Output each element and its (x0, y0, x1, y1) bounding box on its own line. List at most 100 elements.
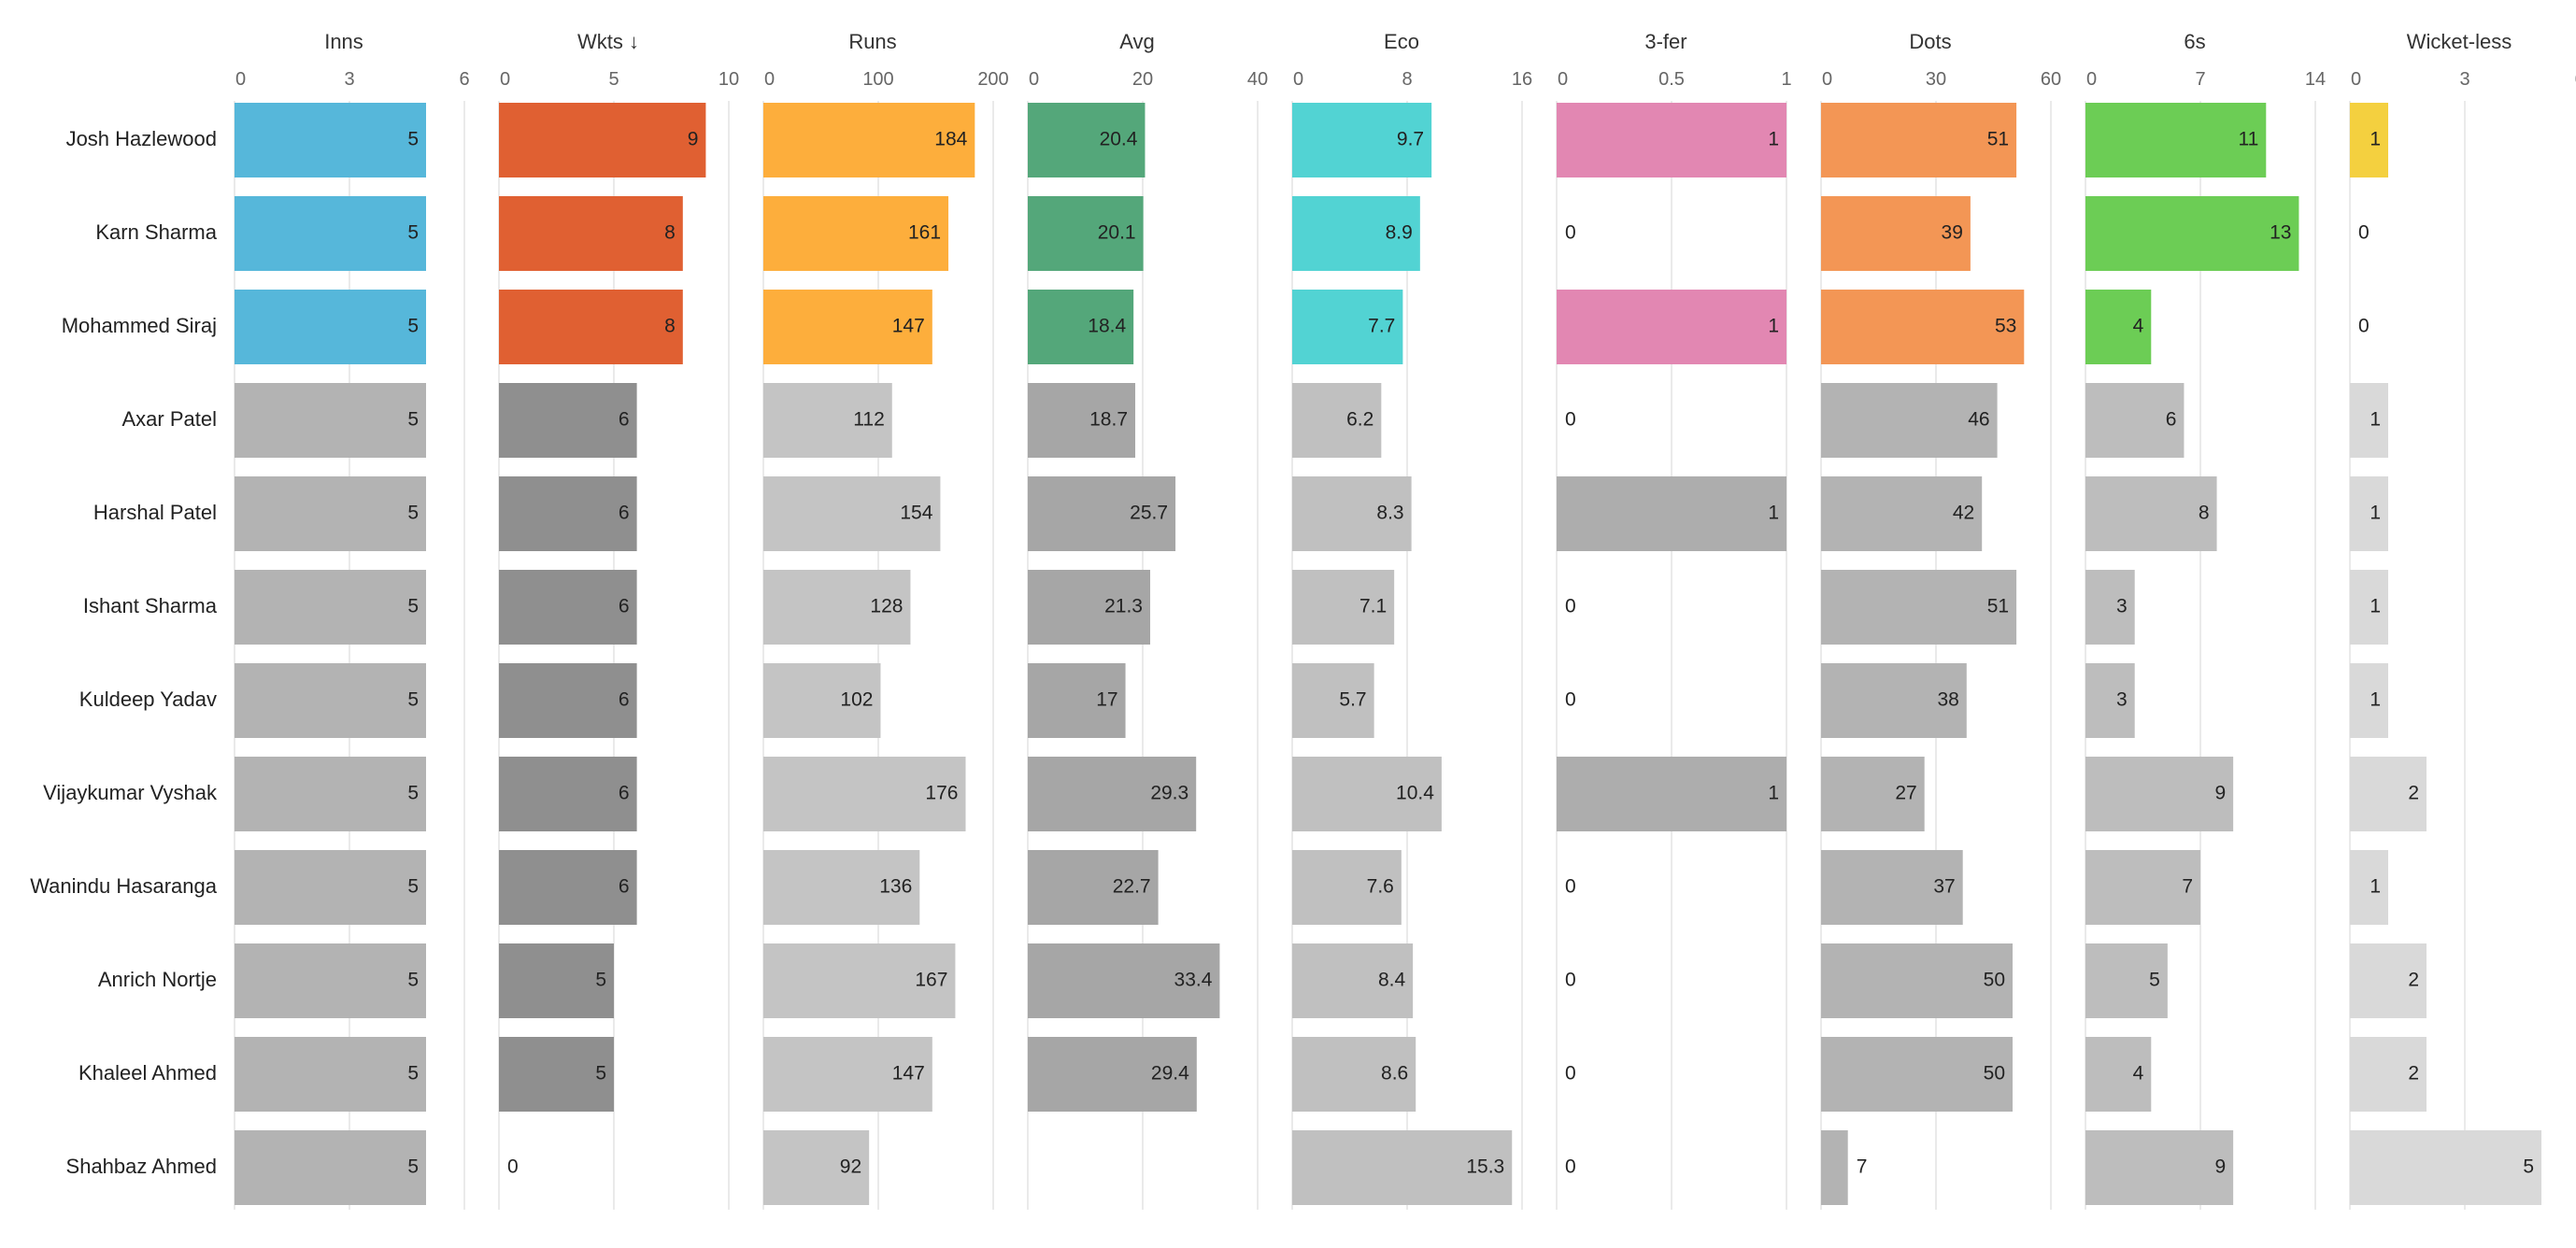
value-label-inns-vijaykumar-vyshak: 5 (407, 783, 419, 804)
value-label-6s-karn-sharma: 13 (2270, 222, 2291, 244)
value-label-runs-vijaykumar-vyshak: 176 (925, 783, 958, 804)
bar-inns-axar-patel (235, 383, 426, 458)
value-label-wicket-less-axar-patel: 1 (2370, 409, 2381, 431)
value-label-eco-khaleel-ahmed: 8.6 (1381, 1063, 1408, 1085)
value-label-runs-axar-patel: 112 (853, 409, 884, 431)
value-label-wicket-less-josh-hazlewood: 1 (2370, 129, 2381, 150)
tick-label-wicket-less-2: 6 (2574, 69, 2576, 90)
tick-label-inns-2: 6 (459, 69, 469, 90)
bar-runs-shahbaz-ahmed (763, 1130, 870, 1205)
value-label-wicket-less-kuldeep-yadav: 1 (2370, 689, 2381, 711)
value-label-eco-anrich-nortje: 8.4 (1378, 970, 1406, 991)
value-label-eco-harshal-patel: 8.3 (1376, 503, 1403, 524)
player-label-josh-hazlewood: Josh Hazlewood (66, 127, 217, 150)
bar-inns-karn-sharma (235, 196, 426, 271)
tick-label-eco-2: 16 (1512, 69, 1532, 90)
header-3-fer: 3-fer (1644, 30, 1686, 53)
bar-inns-harshal-patel (235, 476, 426, 551)
value-label-avg-ishant-sharma: 21.3 (1104, 596, 1143, 617)
value-label-eco-wanindu-hasaranga: 7.6 (1367, 876, 1394, 898)
value-label-dots-karn-sharma: 39 (1942, 222, 1963, 244)
bar-3-fer-josh-hazlewood (1557, 103, 1786, 177)
bar-6s-karn-sharma (2085, 196, 2299, 271)
bar-eco-ishant-sharma (1292, 570, 1395, 645)
value-label-dots-khaleel-ahmed: 50 (1984, 1063, 2005, 1085)
bar-wkts-axar-patel (499, 383, 637, 458)
tick-label-wkts-1: 5 (608, 69, 619, 90)
tick-label-inns-0: 0 (235, 69, 246, 90)
value-label-3-fer-harshal-patel: 1 (1768, 503, 1779, 524)
value-label-dots-kuldeep-yadav: 38 (1937, 689, 1958, 711)
value-label-runs-anrich-nortje: 167 (915, 970, 947, 991)
value-label-6s-josh-hazlewood: 11 (2238, 129, 2258, 150)
bar-wicket-less-harshal-patel (2350, 476, 2388, 551)
value-label-wicket-less-harshal-patel: 1 (2370, 503, 2381, 524)
bar-eco-khaleel-ahmed (1292, 1037, 1416, 1112)
value-label-inns-kuldeep-yadav: 5 (407, 689, 419, 711)
bar-dots-axar-patel (1821, 383, 1998, 458)
value-label-avg-kuldeep-yadav: 17 (1096, 689, 1117, 711)
bar-6s-vijaykumar-vyshak (2085, 757, 2234, 831)
tick-label-3-fer-1: 0.5 (1658, 69, 1685, 90)
bar-inns-wanindu-hasaranga (235, 850, 426, 925)
value-label-wicket-less-vijaykumar-vyshak: 2 (2408, 783, 2419, 804)
value-label-wkts-karn-sharma: 8 (664, 222, 676, 244)
value-label-6s-khaleel-ahmed: 4 (2133, 1063, 2144, 1085)
header-avg: Avg (1119, 30, 1155, 53)
bar-eco-mohammed-siraj (1292, 290, 1403, 364)
value-label-inns-josh-hazlewood: 5 (407, 129, 419, 150)
bar-avg-josh-hazlewood (1028, 103, 1146, 177)
value-label-eco-ishant-sharma: 7.1 (1359, 596, 1387, 617)
header-6s: 6s (2184, 30, 2205, 53)
bar-wicket-less-khaleel-ahmed (2350, 1037, 2427, 1112)
bar-avg-wanindu-hasaranga (1028, 850, 1159, 925)
value-label-3-fer-axar-patel: 0 (1565, 409, 1576, 431)
bar-avg-vijaykumar-vyshak (1028, 757, 1197, 831)
value-label-avg-vijaykumar-vyshak: 29.3 (1150, 783, 1188, 804)
player-label-harshal-patel: Harshal Patel (93, 501, 217, 524)
value-label-dots-josh-hazlewood: 51 (1987, 129, 2009, 150)
value-label-eco-kuldeep-yadav: 5.7 (1339, 689, 1366, 711)
header-wicket-less: Wicket-less (2407, 30, 2512, 53)
bar-6s-shahbaz-ahmed (2085, 1130, 2234, 1205)
value-label-wkts-wanindu-hasaranga: 6 (619, 876, 630, 898)
value-label-avg-khaleel-ahmed: 29.4 (1151, 1063, 1189, 1085)
bar-eco-anrich-nortje (1292, 943, 1414, 1018)
value-label-runs-harshal-patel: 154 (900, 503, 932, 524)
bar-dots-khaleel-ahmed (1821, 1037, 2013, 1112)
bar-wicket-less-josh-hazlewood (2350, 103, 2388, 177)
bar-wkts-karn-sharma (499, 196, 683, 271)
bar-6s-josh-hazlewood (2085, 103, 2267, 177)
bar-runs-karn-sharma (763, 196, 949, 271)
bar-inns-ishant-sharma (235, 570, 426, 645)
tick-label-6s-2: 14 (2305, 69, 2326, 90)
header-eco: Eco (1384, 30, 1419, 53)
tick-label-avg-1: 20 (1132, 69, 1153, 90)
tick-label-wkts-0: 0 (500, 69, 510, 90)
value-label-runs-wanindu-hasaranga: 136 (879, 876, 912, 898)
tick-label-dots-2: 60 (2041, 69, 2061, 90)
value-label-wkts-josh-hazlewood: 9 (688, 129, 699, 150)
value-label-runs-khaleel-ahmed: 147 (892, 1063, 925, 1085)
tick-label-eco-1: 8 (1402, 69, 1412, 90)
value-label-avg-anrich-nortje: 33.4 (1174, 970, 1213, 991)
bar-dots-kuldeep-yadav (1821, 663, 1967, 738)
value-label-3-fer-karn-sharma: 0 (1565, 222, 1576, 244)
bar-runs-vijaykumar-vyshak (763, 757, 966, 831)
value-label-eco-shahbaz-ahmed: 15.3 (1466, 1156, 1504, 1178)
bar-wkts-vijaykumar-vyshak (499, 757, 637, 831)
value-label-eco-karn-sharma: 8.9 (1386, 222, 1413, 244)
value-label-3-fer-khaleel-ahmed: 0 (1565, 1063, 1576, 1085)
value-label-dots-vijaykumar-vyshak: 27 (1895, 783, 1916, 804)
bar-runs-mohammed-siraj (763, 290, 932, 364)
bar-3-fer-vijaykumar-vyshak (1557, 757, 1786, 831)
tick-label-3-fer-0: 0 (1558, 69, 1568, 90)
tick-label-wicket-less-0: 0 (2351, 69, 2361, 90)
tick-label-runs-1: 100 (862, 69, 893, 90)
bar-runs-harshal-patel (763, 476, 941, 551)
player-label-wanindu-hasaranga: Wanindu Hasaranga (30, 874, 218, 898)
bar-eco-kuldeep-yadav (1292, 663, 1374, 738)
bar-dots-ishant-sharma (1821, 570, 2017, 645)
bar-6s-khaleel-ahmed (2085, 1037, 2152, 1112)
